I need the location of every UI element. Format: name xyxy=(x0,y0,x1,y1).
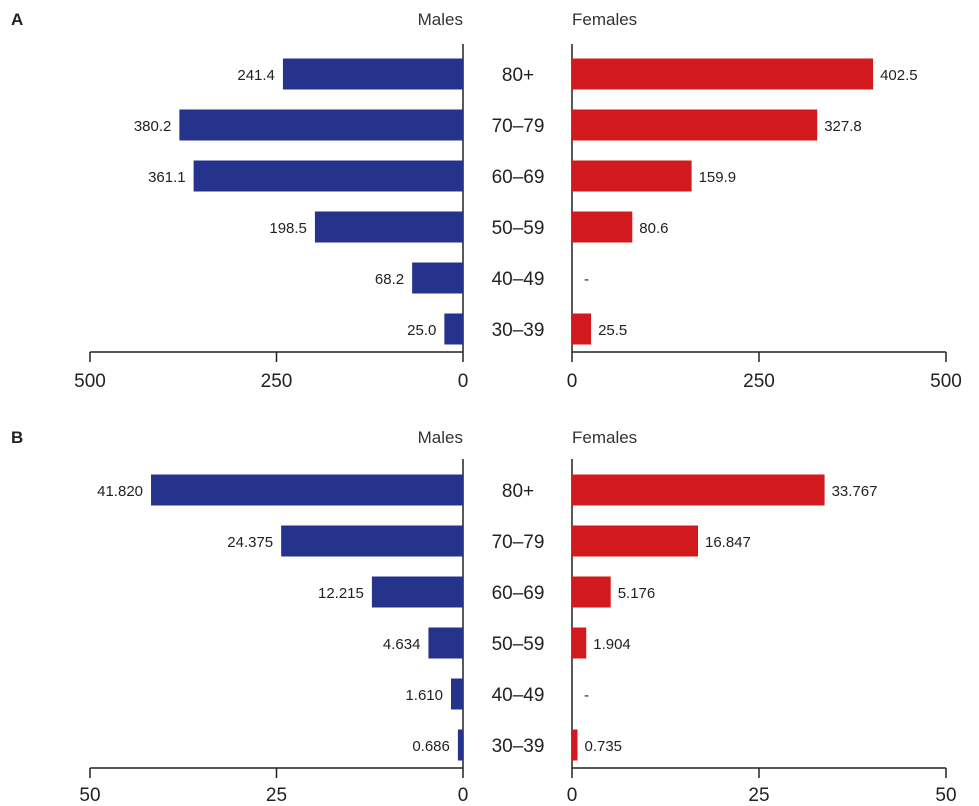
data-label-females: 159.9 xyxy=(699,169,737,186)
series-label-females: Females xyxy=(572,428,637,447)
bar-males xyxy=(457,729,463,761)
category-label: 30–39 xyxy=(492,736,545,757)
bar-males xyxy=(281,525,463,557)
bar-males xyxy=(450,678,463,710)
data-label-males: 0.686 xyxy=(412,738,450,755)
category-label: 80+ xyxy=(502,481,534,502)
data-label-females: 80.6 xyxy=(639,220,668,237)
bar-females xyxy=(572,525,699,557)
bar-males xyxy=(412,262,463,294)
x-tick-label-males: 25 xyxy=(266,785,287,806)
x-tick-label-males: 0 xyxy=(458,371,469,392)
bar-males xyxy=(193,160,464,192)
x-tick-label-males: 250 xyxy=(261,371,293,392)
bar-males xyxy=(151,474,463,506)
series-label-females: Females xyxy=(572,10,637,29)
x-tick-label-males: 50 xyxy=(79,785,100,806)
bar-females xyxy=(572,109,818,141)
category-label: 50–59 xyxy=(492,218,545,239)
data-label-females: 0.735 xyxy=(584,738,622,755)
bar-females xyxy=(572,58,874,90)
category-label: 50–59 xyxy=(492,634,545,655)
bar-males xyxy=(282,58,463,90)
data-label-males: 380.2 xyxy=(134,118,172,135)
data-label-males: 41.820 xyxy=(97,483,143,500)
bar-males xyxy=(179,109,464,141)
data-label-females: - xyxy=(584,687,589,704)
bar-females xyxy=(572,576,611,608)
data-label-females: 327.8 xyxy=(824,118,862,135)
x-tick-label-males: 0 xyxy=(458,785,469,806)
data-label-females: 402.5 xyxy=(880,67,918,84)
data-label-males: 25.0 xyxy=(407,322,436,339)
x-tick-label-females: 0 xyxy=(567,371,578,392)
x-tick-label-females: 500 xyxy=(930,371,962,392)
bar-males xyxy=(314,211,463,243)
category-label: 80+ xyxy=(502,65,534,86)
data-label-females: 5.176 xyxy=(618,585,656,602)
data-label-females: 33.767 xyxy=(832,483,878,500)
bar-females xyxy=(572,729,578,761)
x-tick-label-females: 25 xyxy=(748,785,769,806)
category-label: 60–69 xyxy=(492,583,545,604)
data-label-females: 1.904 xyxy=(593,636,631,653)
bar-females xyxy=(572,313,592,345)
category-label: 40–49 xyxy=(492,685,545,706)
data-label-females: 16.847 xyxy=(705,534,751,551)
data-label-males: 1.610 xyxy=(405,687,443,704)
category-label: 30–39 xyxy=(492,320,545,341)
category-label: 40–49 xyxy=(492,269,545,290)
data-label-males: 4.634 xyxy=(383,636,421,653)
panel-label: B xyxy=(11,428,23,447)
bar-females xyxy=(572,627,587,659)
x-tick-label-males: 500 xyxy=(74,371,106,392)
bar-males xyxy=(371,576,463,608)
data-label-males: 12.215 xyxy=(318,585,364,602)
data-label-males: 24.375 xyxy=(227,534,273,551)
data-label-males: 68.2 xyxy=(375,271,404,288)
x-tick-label-females: 250 xyxy=(743,371,775,392)
category-label: 70–79 xyxy=(492,116,545,137)
bar-males xyxy=(428,627,463,659)
bar-females xyxy=(572,211,633,243)
series-label-males: Males xyxy=(418,428,463,447)
category-label: 70–79 xyxy=(492,532,545,553)
data-label-males: 241.4 xyxy=(237,67,275,84)
panel-label: A xyxy=(11,10,23,29)
data-label-males: 198.5 xyxy=(269,220,307,237)
bar-females xyxy=(572,160,692,192)
data-label-males: 361.1 xyxy=(148,169,186,186)
series-label-males: Males xyxy=(418,10,463,29)
x-tick-label-females: 0 xyxy=(567,785,578,806)
data-label-females: 25.5 xyxy=(598,322,627,339)
data-label-females: - xyxy=(584,271,589,288)
category-label: 60–69 xyxy=(492,167,545,188)
bar-females xyxy=(572,474,825,506)
bar-males xyxy=(444,313,463,345)
x-tick-label-females: 50 xyxy=(935,785,956,806)
